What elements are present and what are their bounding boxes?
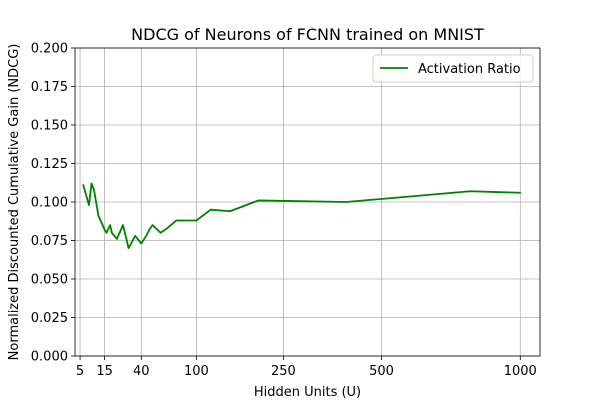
x-tick-label: 40 xyxy=(133,364,150,379)
legend-label-activation-ratio: Activation Ratio xyxy=(418,62,521,77)
x-axis-label: Hidden Units (U) xyxy=(254,385,361,400)
x-tick-label: 1000 xyxy=(504,364,537,379)
y-tick-label: 0.200 xyxy=(31,42,68,57)
y-tick-label: 0.175 xyxy=(31,80,68,95)
legend: Activation Ratio xyxy=(372,54,534,83)
y-tick-label: 0.000 xyxy=(31,350,68,365)
x-tick-label: 250 xyxy=(271,364,296,379)
chart-title: NDCG of Neurons of FCNN trained on MNIST xyxy=(131,25,484,44)
y-tick-label: 0.075 xyxy=(31,234,68,249)
y-tick-label: 0.125 xyxy=(31,157,68,172)
series-layer xyxy=(82,182,522,250)
y-tick-label: 0.100 xyxy=(31,196,68,211)
y-tick-label: 0.025 xyxy=(31,311,68,326)
series-line-activation-ratio xyxy=(82,182,522,250)
y-tick-label: 0.150 xyxy=(31,119,68,134)
ticks: 5 15 40 100 250 500 1000 0.000 0.025 0.050 0.075 0.… xyxy=(31,42,537,380)
y-axis-label: Normalized Discounted Cumulative Gain (N… xyxy=(7,44,22,361)
x-tick-label: 5 xyxy=(76,364,84,379)
x-tick-label: 15 xyxy=(96,364,113,379)
x-tick-label: 500 xyxy=(369,364,394,379)
legend-box xyxy=(372,54,534,83)
grid xyxy=(75,47,540,357)
y-tick-label: 0.050 xyxy=(31,273,68,288)
x-tick-label: 100 xyxy=(184,364,209,379)
